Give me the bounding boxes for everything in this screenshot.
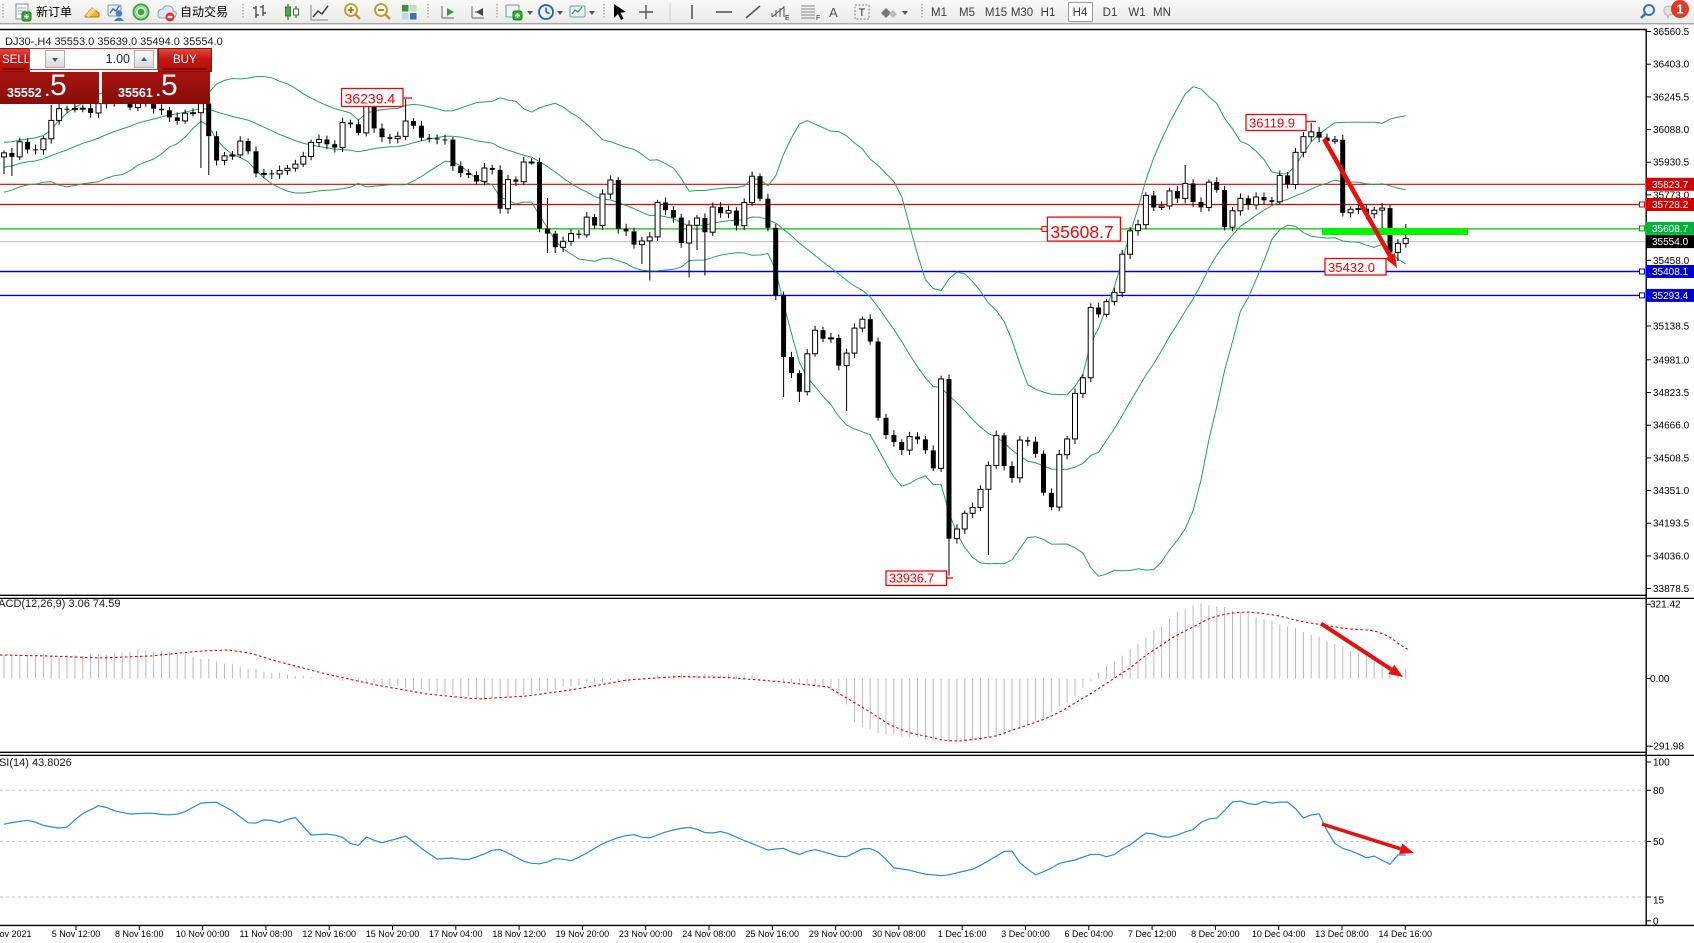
svg-text:MN: MN <box>1153 7 1171 19</box>
svg-text:1 Dec 16:00: 1 Dec 16:00 <box>938 929 987 939</box>
svg-text:35458.0: 35458.0 <box>1653 256 1690 267</box>
svg-text:A: A <box>829 5 838 20</box>
svg-text:34351.0: 34351.0 <box>1653 486 1690 497</box>
svg-text:15: 15 <box>1653 896 1665 907</box>
svg-text:M5: M5 <box>959 7 975 19</box>
svg-text:35823.7: 35823.7 <box>1652 180 1689 191</box>
svg-text:35773.0: 35773.0 <box>1653 190 1690 201</box>
svg-text:33936.7: 33936.7 <box>889 571 934 585</box>
svg-text:E: E <box>785 15 790 22</box>
svg-text:4 Nov 2021: 4 Nov 2021 <box>0 929 32 939</box>
svg-text:MACD(12,26,9) 3.06 74.59: MACD(12,26,9) 3.06 74.59 <box>0 598 120 610</box>
svg-text:25 Nov 16:00: 25 Nov 16:00 <box>746 929 800 939</box>
svg-text:34823.5: 34823.5 <box>1653 388 1690 399</box>
svg-text:0.00: 0.00 <box>1650 674 1670 685</box>
svg-text:H4: H4 <box>1073 7 1088 19</box>
svg-text:3 Dec 00:00: 3 Dec 00:00 <box>1001 929 1050 939</box>
svg-text:13 Dec 08:00: 13 Dec 08:00 <box>1315 929 1369 939</box>
svg-text:M30: M30 <box>1011 7 1033 19</box>
svg-text:35293.4: 35293.4 <box>1652 291 1689 302</box>
svg-text:自动交易: 自动交易 <box>180 4 228 19</box>
svg-text:M15: M15 <box>985 7 1007 19</box>
svg-text:DJ30-,H4 35553.0 35639.0 3549: DJ30-,H4 35553.0 35639.0 35494.0 35554.0 <box>5 36 223 48</box>
svg-text:8 Dec 20:00: 8 Dec 20:00 <box>1191 929 1240 939</box>
svg-text:8 Nov 16:00: 8 Nov 16:00 <box>115 929 164 939</box>
svg-text:23 Nov 00:00: 23 Nov 00:00 <box>619 929 673 939</box>
svg-text:35408.1: 35408.1 <box>1652 267 1689 278</box>
svg-text:36560.5: 36560.5 <box>1653 27 1690 38</box>
svg-text:5 Nov 12:00: 5 Nov 12:00 <box>52 929 101 939</box>
svg-text:36403.0: 36403.0 <box>1653 60 1690 71</box>
svg-text:M1: M1 <box>931 7 947 19</box>
svg-text:30 Nov 08:00: 30 Nov 08:00 <box>872 929 926 939</box>
svg-text:100: 100 <box>1653 757 1670 768</box>
svg-text:14 Dec 16:00: 14 Dec 16:00 <box>1379 929 1433 939</box>
svg-text:T: T <box>859 7 866 19</box>
svg-text:321.42: 321.42 <box>1650 600 1681 611</box>
svg-text:新订单: 新订单 <box>36 4 72 19</box>
svg-text:50: 50 <box>1653 837 1665 848</box>
svg-text:H1: H1 <box>1041 7 1056 19</box>
svg-text:34666.0: 34666.0 <box>1653 421 1690 432</box>
svg-text:36245.5: 36245.5 <box>1653 92 1690 103</box>
svg-text:1: 1 <box>1676 2 1683 17</box>
svg-text:10 Dec 04:00: 10 Dec 04:00 <box>1252 929 1306 939</box>
svg-text:29 Nov 00:00: 29 Nov 00:00 <box>809 929 863 939</box>
svg-text:35608.7: 35608.7 <box>1652 224 1689 235</box>
svg-text:33878.5: 33878.5 <box>1653 584 1690 595</box>
svg-text:36088.0: 36088.0 <box>1653 125 1690 136</box>
svg-text:15 Nov 20:00: 15 Nov 20:00 <box>366 929 420 939</box>
svg-text:34036.0: 34036.0 <box>1653 551 1690 562</box>
svg-text:17 Nov 04:00: 17 Nov 04:00 <box>429 929 483 939</box>
svg-text:35432.0: 35432.0 <box>1328 260 1375 275</box>
svg-text:12 Nov 16:00: 12 Nov 16:00 <box>302 929 356 939</box>
svg-text:RSI(14) 43.8026: RSI(14) 43.8026 <box>0 757 72 769</box>
svg-text:36239.4: 36239.4 <box>345 90 396 106</box>
svg-text:11 Nov 08:00: 11 Nov 08:00 <box>239 929 292 939</box>
svg-text:36119.9: 36119.9 <box>1249 115 1295 130</box>
svg-text:D1: D1 <box>1103 7 1118 19</box>
svg-text:W1: W1 <box>1128 7 1145 19</box>
svg-text:34508.5: 34508.5 <box>1653 453 1690 464</box>
svg-text:18 Nov 12:00: 18 Nov 12:00 <box>492 929 546 939</box>
svg-text:80: 80 <box>1653 786 1665 797</box>
svg-text:34193.5: 34193.5 <box>1653 519 1690 530</box>
svg-text:7 Dec 12:00: 7 Dec 12:00 <box>1128 929 1177 939</box>
svg-text:35728.2: 35728.2 <box>1652 200 1689 211</box>
svg-text:35608.7: 35608.7 <box>1050 222 1113 242</box>
svg-text:0: 0 <box>1653 916 1659 927</box>
svg-text:6 Dec 04:00: 6 Dec 04:00 <box>1065 929 1114 939</box>
svg-text:-291.98: -291.98 <box>1650 742 1684 753</box>
svg-text:24 Nov 08:00: 24 Nov 08:00 <box>682 929 736 939</box>
svg-text:35554.0: 35554.0 <box>1652 237 1689 248</box>
svg-text:F: F <box>816 15 820 22</box>
svg-text:35138.5: 35138.5 <box>1653 322 1690 333</box>
svg-text:19 Nov 20:00: 19 Nov 20:00 <box>556 929 610 939</box>
svg-text:34981.0: 34981.0 <box>1653 355 1690 366</box>
svg-text:35930.5: 35930.5 <box>1653 158 1690 169</box>
svg-text:10 Nov 00:00: 10 Nov 00:00 <box>176 929 230 939</box>
